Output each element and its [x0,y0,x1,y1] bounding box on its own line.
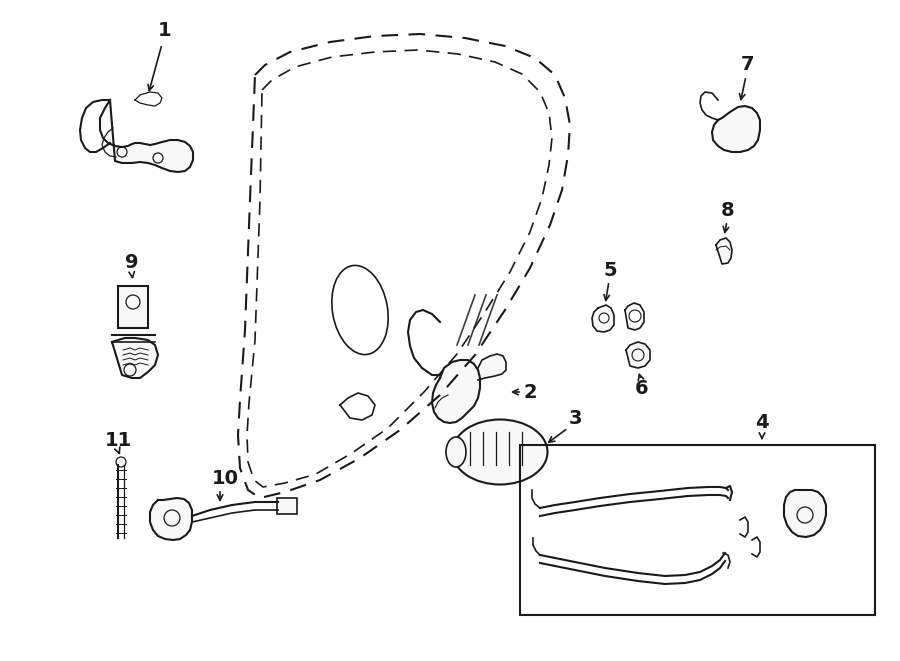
Polygon shape [100,100,193,172]
Polygon shape [432,360,480,423]
Text: 3: 3 [568,408,581,428]
Text: 1: 1 [158,20,172,40]
Polygon shape [150,498,192,540]
Text: 10: 10 [212,469,239,488]
Text: 11: 11 [104,430,131,449]
Text: 7: 7 [742,54,755,73]
Text: 6: 6 [635,379,649,397]
Polygon shape [626,342,650,368]
Polygon shape [712,106,760,152]
Circle shape [116,457,126,467]
Ellipse shape [453,420,547,485]
Bar [520,445,875,615]
Text: 4: 4 [755,412,769,432]
Polygon shape [716,238,732,264]
Bar [118,286,148,328]
Text: 8: 8 [721,200,734,219]
Text: 5: 5 [603,260,616,280]
Polygon shape [112,338,158,378]
Polygon shape [592,305,614,332]
Text: 9: 9 [125,253,139,272]
Polygon shape [784,490,826,537]
Text: 2: 2 [523,383,536,401]
Ellipse shape [446,437,466,467]
Bar [277,498,297,514]
Polygon shape [478,354,506,380]
